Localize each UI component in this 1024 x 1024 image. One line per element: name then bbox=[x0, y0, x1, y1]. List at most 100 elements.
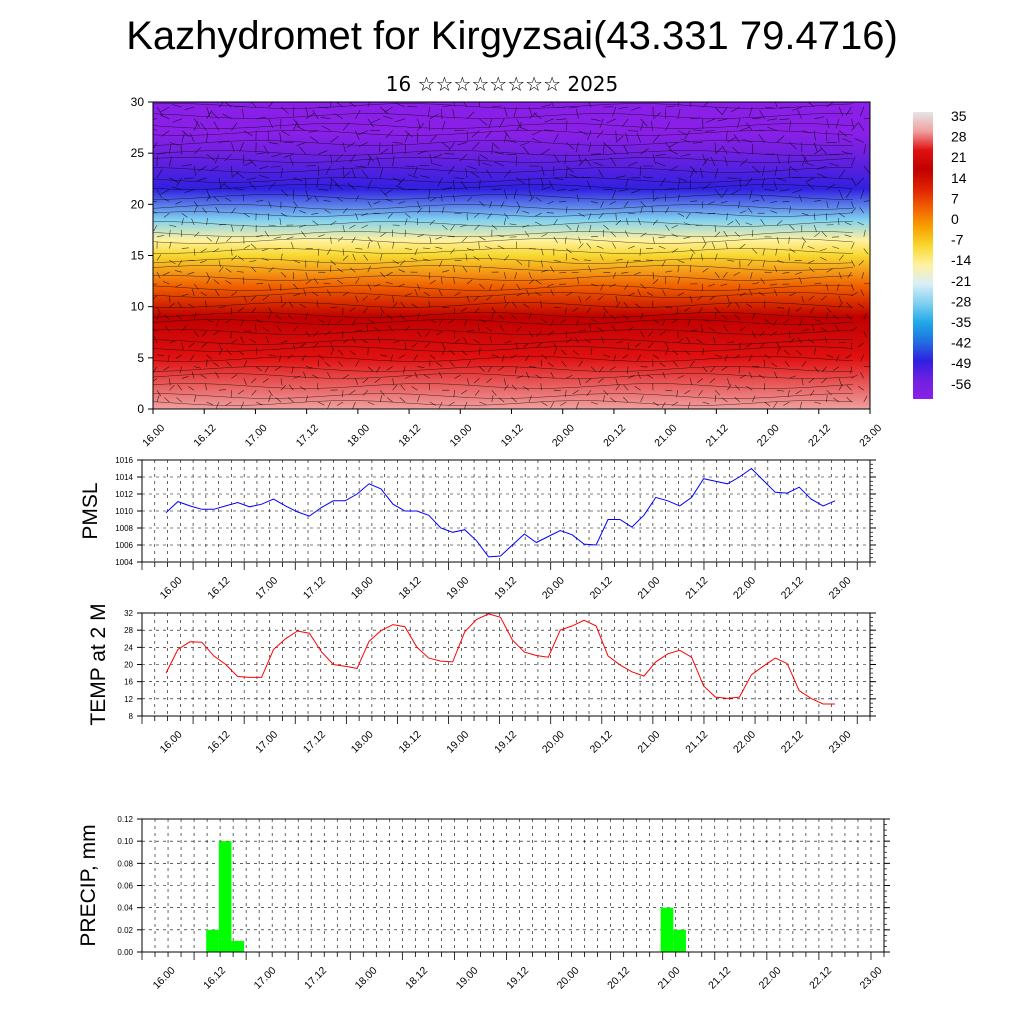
wind-vector bbox=[305, 366, 313, 369]
wind-vector bbox=[312, 374, 319, 379]
wind-vector bbox=[349, 307, 356, 312]
wind-vector bbox=[814, 116, 825, 120]
wind-vector bbox=[760, 278, 765, 285]
wind-vector bbox=[789, 375, 796, 379]
wind-vector bbox=[776, 220, 783, 226]
wind-vector bbox=[497, 245, 505, 249]
wind-vector bbox=[342, 291, 349, 297]
wind-vector bbox=[323, 282, 331, 285]
wind-vector bbox=[181, 218, 184, 226]
wind-vector bbox=[417, 122, 425, 131]
wind-vector bbox=[526, 289, 530, 296]
wind-vector bbox=[714, 147, 723, 155]
wind-vector bbox=[556, 189, 567, 191]
wind-vector bbox=[163, 314, 170, 320]
wind-vector bbox=[689, 295, 693, 303]
wind-vector bbox=[702, 242, 707, 249]
wind-vector bbox=[280, 384, 286, 391]
wind-vector bbox=[404, 342, 407, 350]
wind-vector bbox=[321, 125, 331, 131]
y-tick-label: 16 bbox=[124, 678, 133, 687]
x-tick-label: 22.00 bbox=[731, 728, 758, 755]
wind-vector bbox=[200, 374, 207, 379]
wind-vector bbox=[417, 234, 425, 238]
wind-vector bbox=[293, 283, 299, 290]
wind-vector bbox=[262, 378, 269, 383]
wind-vector bbox=[615, 130, 617, 141]
wind-vector bbox=[826, 283, 829, 291]
wind-vector bbox=[584, 157, 592, 167]
wind-vector bbox=[256, 401, 263, 406]
wind-vector bbox=[478, 156, 480, 167]
wind-vector bbox=[850, 366, 852, 374]
wind-vector bbox=[624, 283, 629, 291]
wind-vector bbox=[242, 108, 245, 119]
wind-vector bbox=[860, 106, 865, 117]
wind-vector bbox=[193, 206, 198, 214]
colorbar-label: -28 bbox=[951, 293, 971, 309]
wind-vector bbox=[193, 331, 199, 337]
wind-vector bbox=[382, 115, 393, 120]
wind-vector bbox=[513, 189, 517, 200]
wind-vector bbox=[585, 378, 592, 384]
wind-vector bbox=[479, 366, 485, 372]
wind-vector bbox=[201, 331, 207, 337]
wind-vector bbox=[233, 105, 244, 108]
wind-vector bbox=[317, 260, 319, 268]
wind-vector bbox=[479, 236, 486, 241]
wind-vector bbox=[262, 327, 269, 332]
wind-vector bbox=[351, 336, 356, 344]
wind-vector bbox=[312, 342, 319, 348]
wind-vector bbox=[153, 224, 158, 232]
contour-line bbox=[153, 393, 854, 399]
wind-vector bbox=[181, 325, 187, 332]
wind-vector bbox=[739, 374, 747, 379]
wind-vector bbox=[685, 213, 691, 220]
y-tick-label: 28 bbox=[124, 626, 133, 635]
wind-vector bbox=[404, 144, 406, 155]
wind-vector bbox=[817, 165, 827, 170]
wind-vector bbox=[665, 224, 670, 231]
wind-vector bbox=[710, 156, 716, 167]
wind-vector bbox=[640, 206, 643, 214]
wind-vector bbox=[386, 366, 393, 371]
wind-vector bbox=[535, 197, 542, 202]
heatmap-y-tick-label: 5 bbox=[137, 351, 144, 365]
wind-vector bbox=[615, 378, 618, 386]
wind-vector bbox=[764, 319, 771, 324]
wind-vector bbox=[276, 325, 282, 332]
wind-vector bbox=[293, 342, 295, 350]
wind-vector bbox=[379, 189, 388, 197]
wind-vector bbox=[784, 360, 790, 367]
wind-vector bbox=[613, 354, 617, 362]
wind-vector bbox=[749, 106, 753, 117]
wind-vector bbox=[636, 354, 641, 362]
wind-vector bbox=[399, 397, 406, 403]
wind-vector bbox=[479, 283, 485, 290]
wind-vector bbox=[631, 189, 641, 194]
wind-vector bbox=[776, 260, 784, 263]
wind-vector bbox=[478, 241, 480, 249]
wind-vector bbox=[448, 401, 455, 406]
wind-vector bbox=[268, 267, 274, 273]
wind-vector bbox=[485, 130, 493, 139]
wind-vector bbox=[473, 339, 480, 344]
wind-vector bbox=[721, 397, 728, 403]
wind-vector bbox=[782, 201, 790, 203]
wind-vector bbox=[746, 303, 753, 308]
wind-vector bbox=[676, 307, 679, 315]
wind-vector bbox=[193, 146, 202, 155]
wind-vector bbox=[760, 219, 765, 226]
wind-vector bbox=[342, 207, 348, 214]
wind-vector bbox=[399, 314, 406, 320]
wind-vector bbox=[724, 354, 728, 362]
wind-vector bbox=[686, 336, 691, 344]
wind-vector bbox=[181, 164, 192, 167]
wind-vector bbox=[336, 319, 344, 324]
wind-vector bbox=[541, 260, 543, 268]
wind-vector bbox=[652, 112, 661, 120]
wind-vector bbox=[851, 118, 855, 129]
wind-vector bbox=[550, 371, 555, 379]
wind-vector bbox=[479, 201, 485, 207]
wind-vector bbox=[758, 374, 765, 379]
